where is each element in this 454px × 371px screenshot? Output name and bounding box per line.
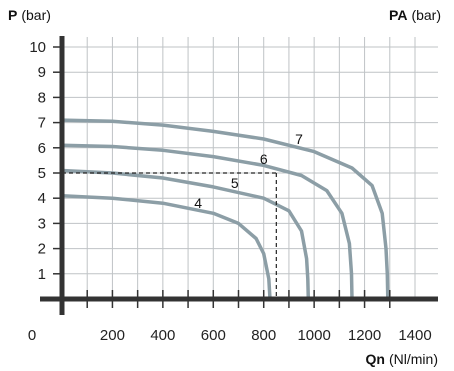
curve-label-5: 5 <box>231 175 239 191</box>
x-tick-label: 0 <box>28 327 36 344</box>
tick-labels: 1 2 3 4 5 6 7 8 9 10 0 200 400 600 800 1000 1200 1400 <box>28 39 432 344</box>
x-tick-label: 1400 <box>398 327 431 344</box>
grid <box>62 37 438 299</box>
y-tick-label: 7 <box>38 115 46 132</box>
x-axis-title: Qn (Nl/min) <box>366 351 438 367</box>
ticks <box>53 46 391 308</box>
x-tick-label: 400 <box>150 327 175 344</box>
series-curve-4 <box>60 193 272 301</box>
y2-axis-symbol: PA <box>389 7 407 23</box>
y-tick-label: 9 <box>38 64 46 81</box>
curve-label-4: 4 <box>194 195 202 211</box>
y-axis-title: P (bar) <box>8 7 51 23</box>
curves <box>60 118 390 301</box>
reference-lines <box>62 172 277 299</box>
y-axis-symbol: P <box>8 7 17 23</box>
x-tick-label: 1000 <box>297 327 330 344</box>
y-axis-unit: (bar) <box>21 7 51 23</box>
y2-axis-unit: (bar) <box>411 7 441 23</box>
y-tick-label: 4 <box>38 190 46 207</box>
x-tick-label: 800 <box>251 327 276 344</box>
curve-label-6: 6 <box>260 151 268 167</box>
y-tick-label: 8 <box>38 89 46 106</box>
y-tick-label: 5 <box>38 165 46 182</box>
y-tick-label: 6 <box>38 140 46 157</box>
y-tick-label: 3 <box>38 215 46 232</box>
series-curve-7 <box>60 118 390 301</box>
series-curve-5 <box>60 168 311 301</box>
x-axis-unit: (Nl/min) <box>389 351 438 367</box>
x-tick-label: 1200 <box>348 327 381 344</box>
x-tick-label: 600 <box>201 327 226 344</box>
y2-axis-title: PA (bar) <box>389 7 441 23</box>
x-tick-label: 200 <box>100 327 125 344</box>
y-tick-label: 10 <box>29 39 46 56</box>
curve-labels: 4 5 6 7 <box>194 131 303 211</box>
curve-label-7: 7 <box>295 131 303 147</box>
y-tick-label: 2 <box>38 241 46 258</box>
y-tick-label: 1 <box>38 266 46 283</box>
series-curve-6 <box>60 143 354 301</box>
x-axis-symbol: Qn <box>366 351 385 367</box>
